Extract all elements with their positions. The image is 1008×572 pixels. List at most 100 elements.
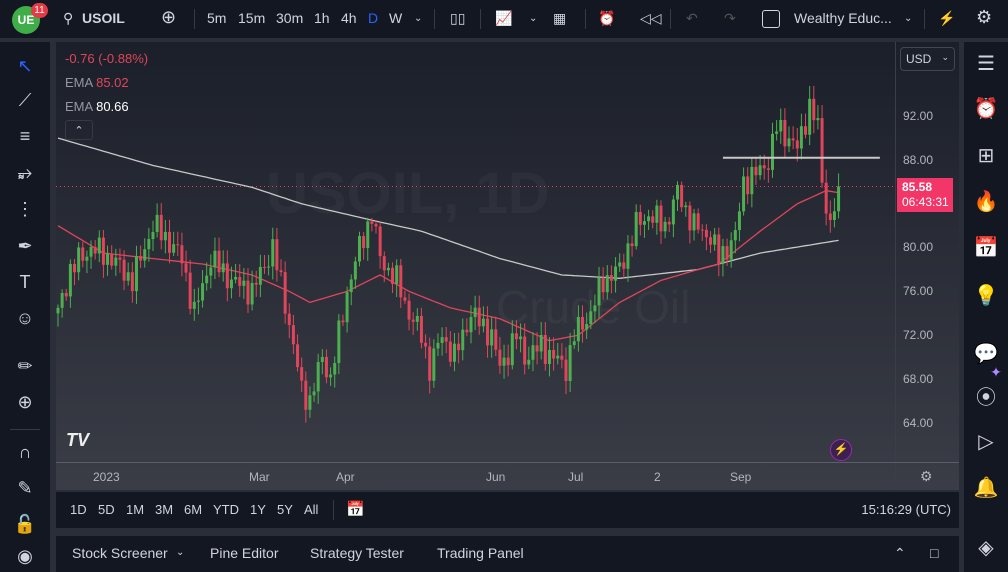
undo-icon[interactable]: ↶ bbox=[686, 10, 698, 26]
layers-icon[interactable]: ◈ bbox=[978, 537, 994, 559]
interval-4h[interactable]: 4h bbox=[341, 10, 357, 26]
chevron-down-icon[interactable]: ⌄ bbox=[529, 13, 538, 24]
candles-icon[interactable]: ▯▯ bbox=[450, 10, 466, 26]
interval-1h[interactable]: 1h bbox=[314, 10, 330, 26]
broadcast-icon[interactable]: ⦿ bbox=[976, 387, 996, 409]
lock-drawings-icon[interactable]: ✎ bbox=[17, 478, 33, 498]
candle-body bbox=[155, 214, 159, 232]
play-stream-icon[interactable]: ▷ bbox=[978, 431, 994, 453]
gear-icon[interactable]: ⚙ bbox=[976, 7, 993, 27]
magnet-icon[interactable]: ∩ bbox=[18, 442, 32, 462]
candle-body bbox=[428, 346, 432, 381]
utc-clock[interactable]: 15:16:29 (UTC) bbox=[861, 502, 951, 517]
candle-body bbox=[399, 265, 403, 298]
ruler-icon[interactable]: ✏ bbox=[17, 356, 33, 376]
tab-stock-screener[interactable]: Stock Screener bbox=[72, 545, 168, 561]
zoom-icon[interactable]: ⊕ bbox=[17, 392, 33, 412]
chat-icon[interactable]: 💬 bbox=[973, 343, 999, 365]
text-icon[interactable]: T bbox=[19, 272, 31, 292]
price-tick: 68.00 bbox=[903, 372, 934, 386]
layout-name[interactable]: Wealthy Educ... bbox=[794, 10, 892, 26]
current-price-tag: 85.58 06:43:31 bbox=[897, 178, 953, 212]
search-icon[interactable]: ⚲ bbox=[63, 10, 74, 26]
goto-date-icon[interactable]: 📅 bbox=[346, 501, 365, 518]
fib-icon[interactable]: ⋮ bbox=[16, 199, 34, 219]
candle-body bbox=[535, 345, 539, 352]
lock-icon[interactable]: 🔓 bbox=[13, 514, 37, 534]
collapse-legend-button[interactable]: ⌃ bbox=[65, 120, 93, 140]
maximize-icon[interactable]: □ bbox=[930, 545, 939, 561]
candle-body bbox=[556, 355, 560, 359]
interval-d[interactable]: D bbox=[368, 10, 379, 26]
cursor-icon[interactable]: ↖ bbox=[17, 56, 33, 76]
interval-w[interactable]: W bbox=[389, 10, 403, 26]
candle-body bbox=[411, 319, 415, 322]
quick-search-icon[interactable]: ⚡ bbox=[938, 10, 956, 26]
candle-body bbox=[386, 267, 390, 271]
candlestick-plot[interactable] bbox=[56, 42, 959, 490]
candle-body bbox=[812, 98, 816, 121]
candle-body bbox=[217, 250, 221, 273]
symbol-search[interactable]: USOIL bbox=[82, 10, 125, 26]
notifications-bell-icon[interactable]: 🔔 bbox=[973, 477, 999, 499]
horizontal-lines-icon[interactable]: ≡ bbox=[19, 126, 31, 146]
candle-body bbox=[114, 257, 118, 266]
layout-grid-icon[interactable]: ▦ bbox=[553, 10, 567, 26]
range-1y[interactable]: 1Y bbox=[250, 502, 266, 517]
indicators-icon[interactable]: 📈 bbox=[495, 10, 513, 26]
interval-30m[interactable]: 30m bbox=[276, 10, 304, 26]
replay-icon[interactable]: ◁◁ bbox=[640, 10, 662, 26]
candle-body bbox=[192, 301, 196, 309]
hot-lists-icon[interactable]: 🔥 bbox=[973, 191, 999, 213]
candle-body bbox=[523, 336, 527, 365]
trend-line-icon[interactable]: ⟋ bbox=[18, 90, 32, 110]
currency-select[interactable]: USD ⌄ bbox=[900, 47, 955, 71]
range-5d[interactable]: 5D bbox=[98, 502, 115, 517]
candle-body bbox=[172, 244, 176, 253]
emoji-icon[interactable]: ☺ bbox=[15, 308, 35, 328]
range-1m[interactable]: 1M bbox=[126, 502, 145, 517]
range-ytd[interactable]: YTD bbox=[213, 502, 239, 517]
interval-5m[interactable]: 5m bbox=[207, 10, 227, 26]
watchlist-icon[interactable]: ☰ bbox=[977, 53, 995, 75]
axis-settings-icon[interactable]: ⚙ bbox=[920, 468, 933, 484]
range-5y[interactable]: 5Y bbox=[277, 502, 293, 517]
ideas-bulb-icon[interactable]: 💡 bbox=[973, 285, 999, 307]
candle-body bbox=[717, 234, 721, 265]
candle-body bbox=[234, 276, 238, 280]
tab-pine-editor[interactable]: Pine Editor bbox=[210, 545, 279, 561]
range-1d[interactable]: 1D bbox=[70, 502, 87, 517]
alarm-clock-icon[interactable]: ⏰ bbox=[973, 98, 999, 120]
alert-icon[interactable]: ⏰ bbox=[598, 10, 616, 26]
time-label: Jun bbox=[486, 470, 506, 484]
tab-trading-panel[interactable]: Trading Panel bbox=[437, 545, 524, 561]
add-list-icon[interactable]: ⊞ bbox=[977, 145, 995, 167]
chevron-down-icon[interactable]: ⌄ bbox=[414, 13, 423, 24]
chevron-down-icon[interactable]: ⌄ bbox=[904, 13, 913, 24]
candle-body bbox=[766, 168, 770, 170]
layout-checkbox[interactable] bbox=[762, 10, 780, 28]
candle-body bbox=[671, 199, 675, 225]
candle-body bbox=[316, 362, 320, 392]
range-3m[interactable]: 3M bbox=[155, 502, 174, 517]
compare-add-icon[interactable]: ⊕ bbox=[161, 7, 177, 27]
interval-15m[interactable]: 15m bbox=[238, 10, 266, 26]
brush-icon[interactable]: ✒ bbox=[17, 236, 33, 256]
pattern-icon[interactable]: ⥵ bbox=[17, 162, 33, 182]
calendar-icon[interactable]: 📅 bbox=[973, 237, 999, 259]
redo-icon[interactable]: ↷ bbox=[724, 10, 736, 26]
eye-icon[interactable]: ◉ bbox=[17, 546, 33, 566]
lightning-icon[interactable]: ⚡ bbox=[830, 439, 852, 461]
chart-pane[interactable]: USOIL, 1D Crude Oil -0.76 (-0.88%) EMA 8… bbox=[56, 42, 959, 490]
candle-body bbox=[704, 229, 708, 238]
ema-fast-value: 85.02 bbox=[96, 75, 129, 90]
chevron-down-icon[interactable]: ⌄ bbox=[176, 547, 185, 558]
price-tick: 72.00 bbox=[903, 328, 934, 342]
tab-strategy-tester[interactable]: Strategy Tester bbox=[310, 545, 404, 561]
range-all[interactable]: All bbox=[304, 502, 319, 517]
candle-body bbox=[601, 277, 605, 293]
chevron-up-icon[interactable]: ⌃ bbox=[894, 545, 906, 561]
candle-body bbox=[258, 266, 262, 285]
range-6m[interactable]: 6M bbox=[184, 502, 203, 517]
sparkle-icon[interactable]: ✦ bbox=[990, 364, 1002, 380]
